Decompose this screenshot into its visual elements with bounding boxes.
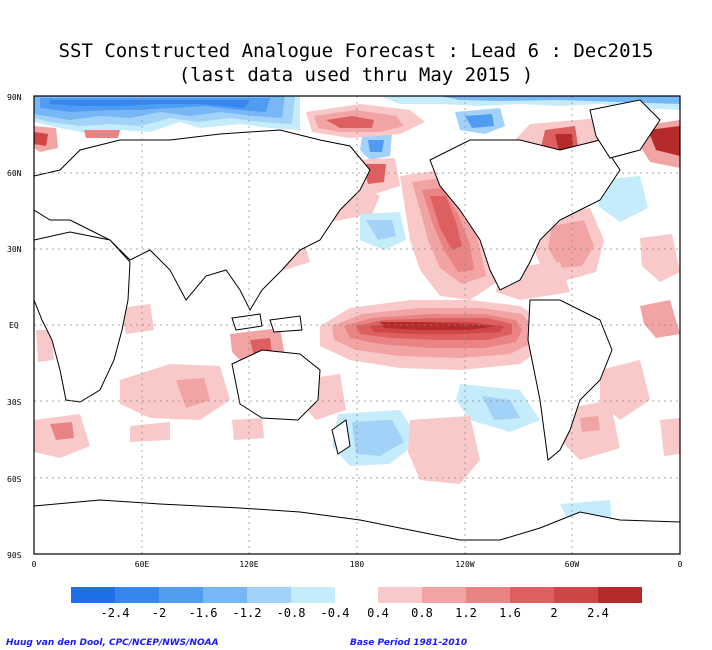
legend-tick-label: 1.6 bbox=[499, 606, 521, 620]
color-legend: -2.4 -2 -1.6 -1.2 -0.8 -0.4 0.4 0.8 1.2 1.6 2 2.4 bbox=[71, 587, 642, 620]
lat-tick: 60N bbox=[7, 169, 22, 178]
continent-outlines bbox=[34, 99, 680, 554]
legend-swatch-negative bbox=[203, 587, 247, 603]
legend-tick-label: -1.6 bbox=[189, 606, 218, 620]
legend-tick-label: 1.2 bbox=[455, 606, 477, 620]
legend-swatch-negative bbox=[247, 587, 291, 603]
legend-tick-label: 2 bbox=[550, 606, 557, 620]
antarctica-outline bbox=[34, 499, 680, 554]
legend-tick-label: -0.4 bbox=[321, 606, 350, 620]
lon-tick: 180 bbox=[350, 560, 365, 569]
legend-swatch-negative bbox=[71, 587, 115, 603]
south-america-outline bbox=[527, 299, 613, 461]
lon-tick: 120W bbox=[455, 560, 474, 569]
legend-tick-label: 2.4 bbox=[587, 606, 609, 620]
australia-outline bbox=[231, 349, 321, 421]
map-subtitle: (last data used thru May 2015 ) bbox=[178, 64, 534, 86]
lon-tick: 0 bbox=[678, 560, 683, 569]
africa-outline bbox=[34, 231, 131, 403]
legend-swatch-positive bbox=[422, 587, 466, 603]
base-period-text: Base Period 1981-2010 bbox=[350, 638, 468, 648]
arctic-cold-anomaly bbox=[34, 96, 680, 160]
legend-swatch-positive bbox=[554, 587, 598, 603]
lon-tick: 60E bbox=[135, 560, 150, 569]
legend-tick-label: -0.8 bbox=[277, 606, 306, 620]
lon-tick: 120E bbox=[239, 560, 258, 569]
legend-tick-label: 0.8 bbox=[411, 606, 433, 620]
legend-swatch-positive bbox=[466, 587, 510, 603]
lat-tick: 30N bbox=[7, 245, 22, 254]
map-title: SST Constructed Analogue Forecast : Lead… bbox=[58, 40, 654, 62]
legend-swatch-positive bbox=[598, 587, 642, 603]
legend-swatch-positive bbox=[510, 587, 554, 603]
legend-swatch-negative bbox=[291, 587, 335, 603]
map-gridlines bbox=[34, 96, 680, 554]
eurasia-outline bbox=[34, 129, 371, 312]
legend-tick-label: 0.4 bbox=[367, 606, 389, 620]
lat-tick: 30S bbox=[7, 398, 22, 407]
map-frame bbox=[33, 95, 681, 555]
legend-tick-label: -2.4 bbox=[101, 606, 130, 620]
lat-tick: 90N bbox=[7, 93, 22, 102]
lon-tick: 60W bbox=[565, 560, 580, 569]
longitude-axis: 0 60E 120E 180 120W 60W 0 bbox=[32, 560, 683, 569]
ocean-cold-anomaly bbox=[332, 176, 648, 528]
legend-swatch-negative bbox=[159, 587, 203, 603]
legend-swatch-positive bbox=[378, 587, 422, 603]
greenland-outline bbox=[589, 99, 661, 159]
equatorial-pacific-warm-tongue bbox=[320, 300, 540, 370]
lat-tick: 60S bbox=[7, 475, 22, 484]
legend-swatch-negative bbox=[115, 587, 159, 603]
legend-tick-label: -2 bbox=[152, 606, 166, 620]
north-america-outline bbox=[429, 139, 621, 291]
legend-tick-label: -1.2 bbox=[233, 606, 262, 620]
credit-text: Huug van den Dool, CPC/NCEP/NWS/NOAA bbox=[6, 638, 219, 648]
lat-tick: 90S bbox=[7, 551, 22, 560]
lon-tick: 0 bbox=[32, 560, 37, 569]
latitude-axis: 90N 60N 30N EQ 30S 60S 90S bbox=[7, 93, 22, 560]
lat-tick: EQ bbox=[9, 321, 19, 330]
